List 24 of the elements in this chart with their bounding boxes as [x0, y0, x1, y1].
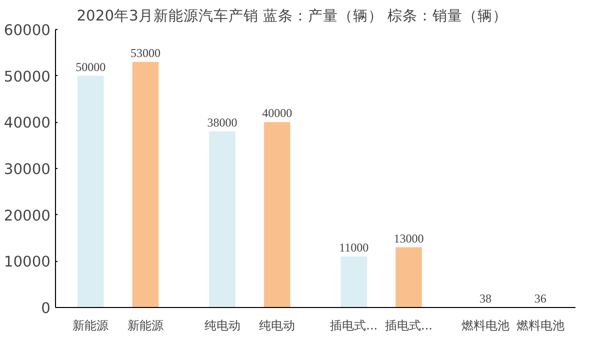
x-tick-label: 燃料电池: [462, 318, 510, 332]
y-tick-label: 30000: [4, 161, 50, 178]
x-tick-label: 插电式...: [330, 318, 378, 332]
data-label: 53000: [130, 46, 160, 60]
data-label: 11000: [339, 240, 369, 255]
x-tick-label: 纯电动: [204, 318, 240, 332]
x-tick-label: 插电式...: [385, 318, 432, 332]
y-tick-label: 0: [41, 300, 51, 317]
data-label: 50000: [76, 60, 106, 74]
y-tick-label: 10000: [4, 254, 50, 271]
x-tick-label: 纯电动: [259, 318, 296, 332]
y-tick-label: 50000: [4, 68, 50, 86]
data-label: 40000: [262, 106, 292, 120]
data-label: 38000: [207, 115, 238, 130]
x-tick-label: 新能源: [72, 318, 109, 332]
data-label: 38: [480, 291, 492, 306]
y-tick-label: 20000: [4, 207, 50, 224]
data-label: 36: [534, 291, 546, 306]
x-tick-label: 新能源: [127, 318, 164, 332]
x-tick-label: 燃料电池: [516, 318, 564, 332]
y-tick-label: 40000: [4, 114, 50, 132]
chart-title: 2020年3月新能源汽车产销 蓝条：产量（辆） 棕条：销量（辆）: [76, 8, 508, 24]
data-label: 13000: [394, 231, 424, 246]
y-tick-label: 60000: [4, 22, 50, 39]
